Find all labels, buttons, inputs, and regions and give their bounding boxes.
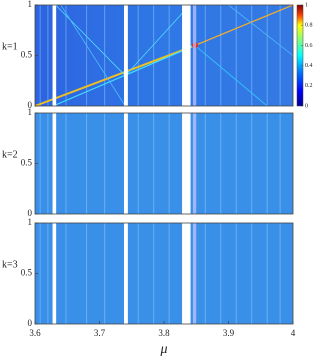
window-stripe [52, 113, 57, 214]
window-stripe [192, 5, 197, 106]
window-stripe [192, 113, 197, 214]
y-tick-label: 0.5 [21, 268, 33, 278]
x-tick-label: 3.9 [223, 328, 235, 338]
x-tick-label: 3.7 [94, 328, 106, 338]
y-tick-label: 0 [28, 208, 33, 218]
window-stripe [182, 223, 191, 324]
window-stripe [124, 113, 128, 214]
heatmap-curve [60, 4, 126, 107]
window-stripe [182, 113, 191, 214]
window-stripe [124, 223, 128, 324]
window-stripe [192, 223, 197, 324]
heatmap-background [35, 223, 293, 324]
colorbar-tick-label: 0.6 [305, 43, 313, 49]
y-tick-label: 0 [28, 318, 33, 328]
heatmap-curve [34, 44, 196, 107]
window-stripe [52, 223, 57, 324]
colorbar-tick-label: 1 [305, 2, 308, 8]
x-tick-label: 3.6 [29, 328, 41, 338]
y-tick-label: 0 [28, 100, 33, 110]
panel-label: k=2 [2, 150, 18, 161]
panel-label: k=3 [2, 260, 18, 271]
colorbar-tick-label: 0.8 [305, 23, 313, 29]
x-tick-label: 3.8 [158, 328, 170, 338]
heatmap-curve [194, 4, 294, 46]
heatmap-curve [125, 4, 191, 76]
colorbar-tick-label: 0.2 [305, 83, 313, 89]
heatmap-curve [194, 45, 268, 107]
heatmap-background [35, 113, 293, 214]
colorbar [296, 4, 304, 107]
y-tick-label: 1 [28, 0, 33, 9]
y-tick-label: 0.5 [21, 158, 33, 168]
panel-label: k=1 [2, 42, 18, 53]
window-stripe [182, 5, 191, 106]
heatmap-curve [55, 4, 126, 76]
colorbar-tick-label: 0.4 [305, 63, 313, 69]
y-tick-label: 1 [28, 217, 33, 227]
heatmap-curve [228, 4, 294, 56]
x-tick-label: 4 [291, 328, 296, 338]
x-axis-label: μ [159, 342, 167, 357]
window-stripe [52, 5, 57, 106]
window-stripe [124, 5, 128, 106]
y-tick-label: 0.5 [21, 50, 33, 60]
y-tick-label: 1 [28, 107, 33, 117]
colorbar-tick-label: 0 [305, 103, 308, 109]
